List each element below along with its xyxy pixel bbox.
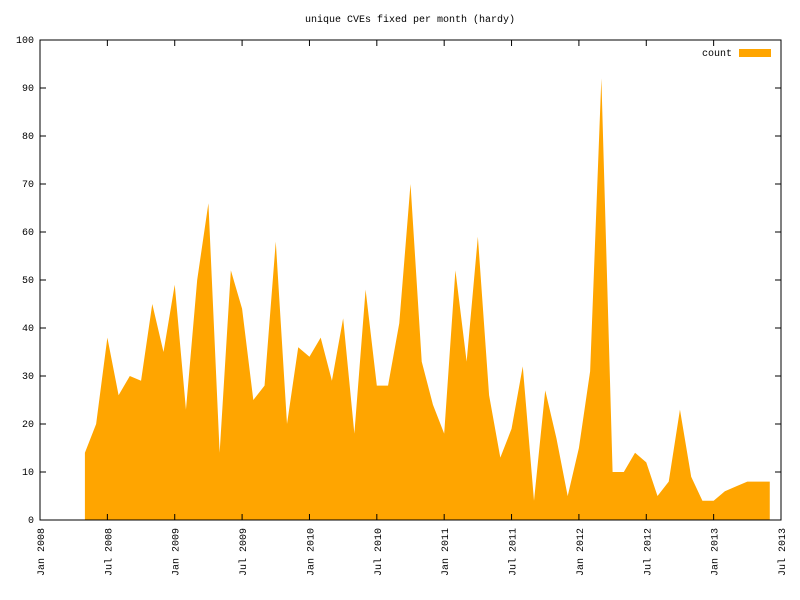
y-tick-label: 90 bbox=[22, 84, 34, 95]
x-tick-label: Jan 2008 bbox=[37, 528, 48, 576]
y-tick-label: 50 bbox=[22, 276, 34, 287]
x-tick-label: Jul 2008 bbox=[103, 528, 115, 576]
y-tick-label: 10 bbox=[22, 468, 34, 479]
y-tick-label: 80 bbox=[22, 132, 34, 143]
x-tick-label: Jan 2009 bbox=[172, 528, 183, 576]
x-tick-label: Jan 2010 bbox=[306, 528, 317, 576]
x-tick-label: Jan 2011 bbox=[441, 528, 452, 576]
x-tick-label: Jul 2009 bbox=[238, 528, 250, 576]
chart-title: unique CVEs fixed per month (hardy) bbox=[305, 14, 515, 26]
x-tick-label: Jul 2010 bbox=[373, 528, 385, 576]
y-tick-label: 60 bbox=[22, 228, 34, 239]
y-tick-label: 30 bbox=[22, 372, 34, 383]
x-tick-label: Jul 2012 bbox=[642, 528, 654, 576]
y-tick-label: 20 bbox=[22, 420, 34, 431]
legend-label: count bbox=[702, 49, 732, 60]
x-tick-label: Jul 2011 bbox=[508, 528, 520, 576]
x-tick-label: Jul 2013 bbox=[777, 528, 789, 576]
area bbox=[84, 78, 770, 521]
y-tick-label: 40 bbox=[22, 324, 34, 335]
y-tick-label: 100 bbox=[16, 36, 34, 47]
legend-swatch bbox=[739, 49, 771, 57]
x-tick-label: Jan 2012 bbox=[576, 528, 587, 576]
y-tick-label: 70 bbox=[22, 180, 34, 191]
x-tick-label: Jan 2013 bbox=[711, 528, 722, 576]
y-tick-label: 0 bbox=[28, 516, 34, 527]
